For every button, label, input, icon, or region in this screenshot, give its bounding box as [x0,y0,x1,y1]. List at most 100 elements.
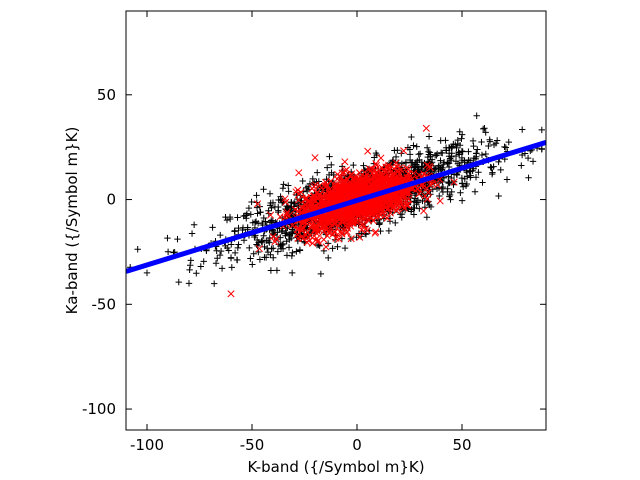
data-point [343,207,351,215]
data-point [304,233,312,241]
data-point [393,163,401,171]
data-point [376,220,383,227]
data-point [459,148,466,155]
data-point [331,220,340,228]
data-point [227,290,235,298]
x-tick-label: 50 [452,436,471,454]
data-point [240,237,248,244]
data-point [245,204,253,212]
data-point [368,169,376,177]
data-point [254,220,262,227]
data-point [373,200,381,208]
data-point [331,227,339,235]
data-point [286,236,293,243]
data-point [338,230,346,238]
data-point [372,160,380,168]
data-point [299,177,306,185]
data-point [473,112,480,119]
data-point [408,206,415,213]
y-tick-label: 50 [97,86,116,104]
data-point [490,163,497,170]
data-point [389,159,396,166]
data-point [433,150,441,158]
data-point [267,267,275,274]
data-point [295,169,303,177]
data-point [309,175,316,183]
data-point [247,255,254,262]
x-axis-label: K-band ({/Symbol m}K) [247,458,424,476]
data-point [385,227,393,235]
data-point [334,170,342,178]
data-point [485,142,492,150]
data-point [400,204,408,212]
data-point [344,176,352,184]
data-point [235,241,242,248]
data-point [361,230,369,237]
y-tick-label: 0 [106,191,116,209]
data-point [472,174,480,181]
data-point [436,197,444,205]
axis-ticks [126,11,546,430]
data-point [266,211,275,219]
data-point [186,266,193,274]
data-point [216,251,224,259]
data-point [393,207,401,215]
data-point [218,265,226,272]
data-point [538,146,545,153]
data-point [350,184,359,192]
data-point [358,177,367,185]
data-point [186,262,194,269]
data-point [437,137,444,144]
data-point [268,217,275,224]
data-point [295,190,303,198]
data-point [446,155,454,162]
data-point [279,185,287,192]
data-point [482,129,489,136]
data-point [423,195,431,203]
data-point [384,163,392,171]
data-point [253,241,260,248]
data-point [200,258,207,265]
data-point [405,195,413,203]
data-point [325,254,332,262]
data-point [458,135,465,142]
data-point [413,143,420,150]
data-point [420,207,428,215]
data-point [371,229,379,237]
data-point [497,166,504,174]
data-point [445,178,452,186]
data-point [474,146,481,153]
data-point [266,190,274,197]
data-point [324,240,332,247]
data-point [458,154,466,162]
data-point [332,234,340,242]
data-point [353,184,361,192]
data-point [285,182,292,189]
data-point [317,270,325,278]
data-point [212,260,220,267]
data-point [372,161,380,169]
data-point [309,196,317,204]
data-point [290,200,298,207]
data-point [310,183,318,191]
data-point [377,227,384,235]
data-point [355,177,364,185]
data-point [274,248,282,255]
data-point [469,167,476,174]
data-point [190,221,198,229]
data-point [486,138,494,145]
data-point [423,161,431,169]
data-point [357,209,365,217]
data-point [394,147,401,154]
data-point [320,235,328,244]
data-point [164,234,171,242]
data-point [444,160,451,167]
plot-frame [125,10,547,431]
data-point [465,148,472,155]
data-point [319,214,327,222]
data-point [492,140,500,147]
data-point [222,242,229,250]
data-point [288,269,296,277]
data-point [538,126,545,134]
data-point [285,188,292,195]
